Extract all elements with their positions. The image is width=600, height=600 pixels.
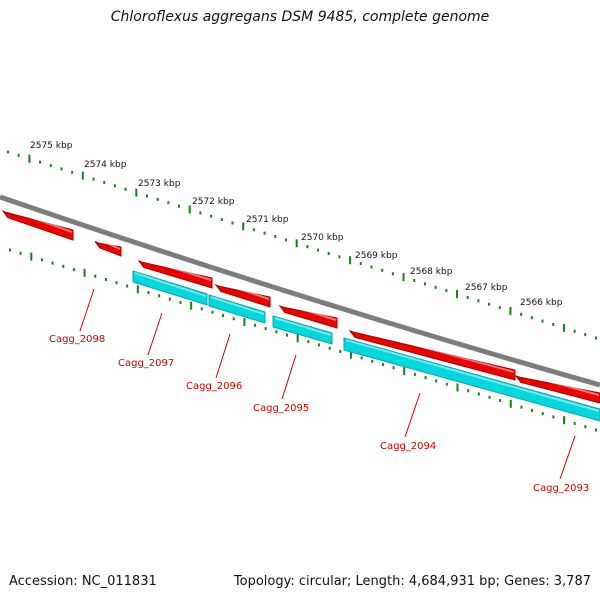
gene-feature-cagg-2097 <box>137 259 213 289</box>
gene-leader-line <box>404 392 421 438</box>
gene-feature-cagg-2093-highlight <box>517 372 600 396</box>
gene-label-group: Cagg_2098 Cagg_2097 Cagg_2096 Cagg_2095 Cagg… <box>49 288 589 494</box>
gene-leader-line <box>79 288 95 332</box>
gene-label: Cagg_2097 <box>118 358 174 369</box>
kbp-label: 2573 kbp <box>138 179 181 189</box>
gene-feature-cagg-2097-rev <box>132 270 208 306</box>
kbp-label: 2572 kbp <box>192 197 235 207</box>
gene-leader-line <box>281 354 297 400</box>
gene-feature-cagg-2095-rev <box>272 315 333 345</box>
kbp-label: 2567 kbp <box>465 283 508 293</box>
gene-label: Cagg_2098 <box>49 334 105 345</box>
gene-feature-cagg-2095 <box>278 304 338 329</box>
gene-feature-cagg-2097-highlight <box>140 257 212 281</box>
accession-text: Accession: NC_011831 <box>9 574 157 589</box>
gene-label: Cagg_2093 <box>533 483 589 494</box>
kbp-label: 2570 kbp <box>301 233 344 243</box>
kbp-label: 2569 kbp <box>355 251 398 261</box>
gene-leader-line <box>559 435 576 480</box>
gene-feature-cagg-2094-rev-highlight <box>345 339 600 412</box>
kbp-label: 2575 kbp <box>30 141 73 151</box>
gene-feature-cagg-2099-highlight <box>4 207 73 233</box>
gene-label: Cagg_2096 <box>186 381 242 392</box>
gene-feature-cagg-2096-highlight <box>217 281 270 300</box>
kbp-label: 2571 kbp <box>246 215 289 225</box>
kbp-label: 2566 kbp <box>520 298 563 308</box>
gene-feature-cagg-2096-rev <box>208 294 266 324</box>
kbp-label: 2574 kbp <box>84 160 127 170</box>
gene-leader-line <box>147 312 163 356</box>
gene-feature-cagg-2096-rev-highlight <box>210 296 265 315</box>
gene-label: Cagg_2095 <box>253 403 309 414</box>
gene-label: Cagg_2094 <box>380 441 436 452</box>
gene-feature-cagg-2097-rev-highlight <box>134 272 207 297</box>
gene-feature-cagg-2098-highlight <box>96 238 121 250</box>
gene-feature-group <box>1 207 600 422</box>
gene-feature-cagg-2096 <box>214 283 271 308</box>
gene-feature-cagg-2098 <box>94 241 122 257</box>
gene-leader-line <box>215 333 231 379</box>
gene-feature-cagg-2099 <box>1 209 74 241</box>
gene-feature-cagg-2093 <box>514 375 600 404</box>
kbp-label: 2568 kbp <box>410 267 453 277</box>
gene-feature-cagg-2095-rev-highlight <box>274 317 332 336</box>
inner-tick-track <box>9 248 597 432</box>
outer-tick-track <box>7 150 597 340</box>
gene-feature-cagg-2094-rev <box>343 337 600 422</box>
gene-feature-cagg-2094 <box>348 330 516 381</box>
kbp-label-group: 2575 kbp 2574 kbp 2573 kbp 2572 kbp 2571 kbp… <box>30 141 563 308</box>
gene-feature-cagg-2094-highlight <box>351 327 515 373</box>
genome-backbone <box>0 194 600 388</box>
gene-feature-cagg-2095-highlight <box>281 302 337 321</box>
topology-stats-text: Topology: circular; Length: 4,684,931 bp… <box>233 574 591 589</box>
genome-title: Chloroflexus aggregans DSM 9485, complet… <box>110 9 490 25</box>
